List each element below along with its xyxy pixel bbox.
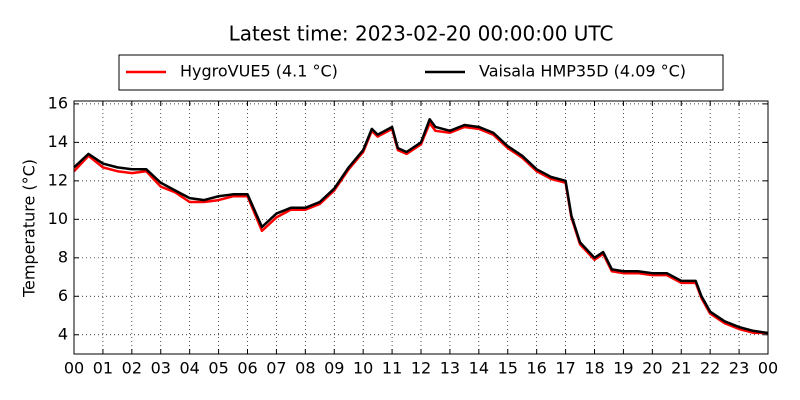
y-tick-label: 16: [48, 93, 68, 112]
x-tick-label: 03: [151, 359, 171, 378]
legend-label: HygroVUE5 (4.1 °C): [180, 62, 338, 81]
x-tick-label: 12: [411, 359, 431, 378]
x-tick-label: 17: [555, 359, 575, 378]
legend-label: Vaisala HMP35D (4.09 °C): [479, 62, 686, 81]
x-tick-label: 15: [498, 359, 518, 378]
chart-title: Latest time: 2023-02-20 00:00:00 UTC: [229, 22, 614, 46]
x-tick-label: 21: [671, 359, 691, 378]
y-axis-label: Temperature (°C): [20, 159, 39, 298]
x-tick-label: 07: [266, 359, 286, 378]
x-tick-label: 04: [179, 359, 199, 378]
x-tick-label: 02: [122, 359, 142, 378]
legend-box: [118, 54, 724, 91]
x-tick-label: 10: [353, 359, 373, 378]
x-tick-label: 14: [469, 359, 489, 378]
x-tick-label: 11: [382, 359, 402, 378]
x-tick-label: 05: [208, 359, 228, 378]
x-tick-label: 06: [237, 359, 257, 378]
x-tick-label: 20: [642, 359, 662, 378]
x-tick-label: 16: [526, 359, 546, 378]
y-tick-label: 6: [58, 286, 68, 305]
x-tick-label: 08: [295, 359, 315, 378]
x-tick-label: 23: [729, 359, 749, 378]
y-tick-label: 4: [58, 324, 68, 343]
y-tick-label: 10: [48, 209, 68, 228]
x-tick-label: 09: [324, 359, 344, 378]
x-tick-label: 00: [64, 359, 84, 378]
x-tick-label: 18: [584, 359, 604, 378]
y-tick-label: 14: [48, 132, 68, 151]
plot-frame: [73, 100, 769, 355]
x-tick-label: 13: [440, 359, 460, 378]
y-tick-label: 8: [58, 247, 68, 266]
x-tick-label: 00: [758, 359, 778, 378]
x-tick-label: 22: [700, 359, 720, 378]
data-line: [73, 118, 769, 335]
x-tick-label: 01: [93, 359, 113, 378]
x-tick-label: 19: [613, 359, 633, 378]
y-tick-label: 12: [48, 170, 68, 189]
data-line: [73, 121, 768, 335]
legend: HygroVUE5 (4.1 °C) Vaisala HMP35D (4.09 °…: [118, 54, 724, 91]
